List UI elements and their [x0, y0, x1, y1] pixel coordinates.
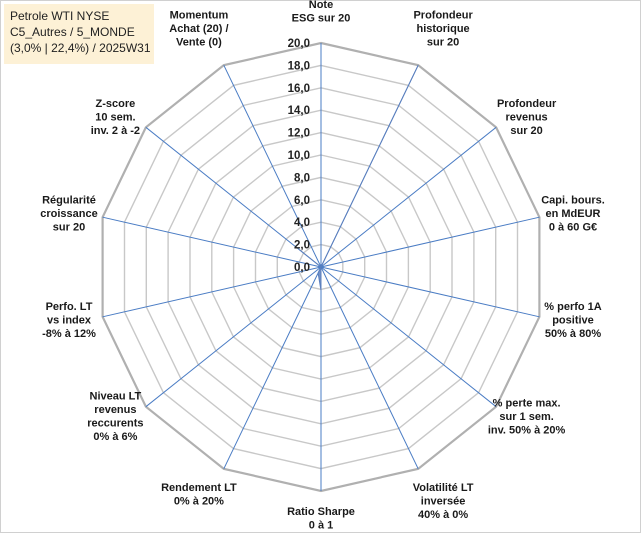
axis-label-11: Régularité croissance sur 20	[40, 194, 97, 233]
axis-label-line: Z-score	[96, 98, 136, 110]
axis-label-line: Volatilité LT	[413, 482, 474, 494]
axis-label-line: Profondeur	[497, 98, 557, 110]
axis-label-9: Niveau LT revenus reccurents 0% à 6%	[87, 391, 143, 444]
axis-label-line: reccurents	[87, 418, 143, 430]
axis-spoke-9	[145, 266, 322, 408]
title-line-1: Petrole WTI NYSE	[10, 9, 110, 23]
axis-label-line: vs index	[47, 315, 92, 327]
axis-label-line: Ratio Sharpe	[287, 506, 355, 518]
axis-label-line: 50% à 80%	[545, 328, 601, 340]
tick-label-6: 12,0	[288, 128, 310, 140]
tick-label-0: 0,0	[294, 262, 310, 274]
axis-spoke-3	[320, 216, 540, 268]
axis-spoke-11	[102, 216, 322, 268]
axis-label-line: sur 20	[510, 125, 542, 137]
chart-title-box: Petrole WTI NYSE C5_Autres / 5_MONDE (3,…	[4, 4, 154, 64]
axis-label-line: 0 à 60 G€	[549, 221, 597, 233]
axis-label-line: sur 1 sem.	[499, 411, 553, 423]
axis-label-line: historique	[417, 23, 470, 35]
axis-label-5: % perte max. sur 1 sem. inv. 50% à 20%	[488, 397, 566, 436]
axis-label-1: Profondeur historique sur 20	[413, 9, 473, 48]
axis-label-line: Achat (20) /	[169, 23, 228, 35]
axis-label-line: inversée	[421, 496, 466, 508]
axis-label-line: 0% à 20%	[174, 496, 224, 508]
axis-label-line: Momentum	[170, 9, 229, 21]
radar-axis-labels: Note ESG sur 20 Profondeur historique sur 20…	[40, 0, 605, 532]
axis-label-line: ESG sur 20	[292, 13, 351, 25]
axis-spoke-6	[320, 266, 419, 470]
axis-label-8: Rendement LT 0% à 20%	[161, 482, 237, 508]
axis-label-line: sur 20	[427, 36, 459, 48]
tick-label-3: 6,0	[294, 195, 310, 207]
axis-label-line: positive	[552, 315, 594, 327]
axis-label-7: Ratio Sharpe 0 à 1	[287, 506, 355, 532]
axis-label-line: 40% à 0%	[418, 509, 468, 521]
axis-label-line: Niveau LT	[90, 391, 142, 403]
axis-label-0: Note ESG sur 20	[292, 0, 351, 25]
axis-label-line: Rendement LT	[161, 482, 237, 494]
tick-label-5: 10,0	[288, 150, 310, 162]
axis-label-line: Vente (0)	[176, 36, 222, 48]
axis-label-line: Perfo. LT	[46, 301, 93, 313]
axis-label-line: 10 sem.	[95, 112, 135, 124]
axis-spoke-4	[320, 266, 540, 318]
tick-label-10: 20,0	[288, 38, 310, 50]
radar-series	[298, 64, 419, 291]
series-area	[298, 64, 419, 291]
axis-label-10: Perfo. LT vs index -8% à 12%	[42, 301, 96, 340]
axis-label-3: Capi. bours. en MdEUR 0 à 60 G€	[541, 194, 605, 233]
axis-spoke-2	[320, 126, 497, 268]
tick-label-7: 14,0	[288, 105, 310, 117]
title-line-2: C5_Autres / 5_MONDE	[10, 25, 135, 39]
axis-spoke-12	[145, 126, 322, 268]
axis-label-line: Capi. bours.	[541, 194, 605, 206]
axis-label-line: 0% à 6%	[93, 431, 137, 443]
axis-label-line: revenus	[94, 404, 136, 416]
axis-label-line: croissance	[40, 208, 97, 220]
tick-label-8: 16,0	[288, 83, 310, 95]
tick-label-9: 18,0	[288, 60, 310, 72]
axis-spoke-5	[320, 266, 497, 408]
axis-label-line: % perte max.	[493, 397, 561, 409]
axis-label-line: inv. 50% à 20%	[488, 424, 566, 436]
axis-spoke-8	[223, 266, 322, 470]
axis-label-line: 0 à 1	[309, 520, 333, 532]
title-line-3: (3,0% | 22,4%) / 2025W31	[10, 41, 151, 55]
axis-spoke-13	[223, 64, 322, 268]
axis-spoke-10	[102, 266, 322, 318]
tick-label-4: 8,0	[294, 172, 310, 184]
axis-label-line: Régularité	[42, 194, 96, 206]
axis-label-line: -8% à 12%	[42, 328, 96, 340]
axis-label-line: Note	[309, 0, 333, 11]
axis-label-line: en MdEUR	[546, 208, 601, 220]
radar-tick-labels: 0,0 2,0 4,0 6,0 8,0 10,0 12,0 14,0 16,0 18,0 20,0	[288, 38, 310, 274]
axis-label-line: revenus	[505, 112, 547, 124]
axis-label-line: % perfo 1A	[544, 301, 602, 313]
tick-label-1: 2,0	[294, 240, 310, 252]
axis-label-line: sur 20	[53, 221, 85, 233]
radar-axes	[102, 43, 540, 491]
axis-label-6: Volatilité LT inversée 40% à 0%	[413, 482, 474, 521]
tick-label-2: 4,0	[294, 217, 310, 229]
axis-label-line: inv. 2 à -2	[91, 125, 140, 137]
axis-label-12: Z-score 10 sem. inv. 2 à -2	[91, 98, 140, 137]
axis-label-13: Momentum Achat (20) / Vente (0)	[169, 9, 228, 48]
axis-label-4: % perfo 1A positive 50% à 80%	[544, 301, 602, 340]
axis-label-line: Profondeur	[413, 9, 473, 21]
axis-label-2: Profondeur revenus sur 20	[497, 98, 557, 137]
